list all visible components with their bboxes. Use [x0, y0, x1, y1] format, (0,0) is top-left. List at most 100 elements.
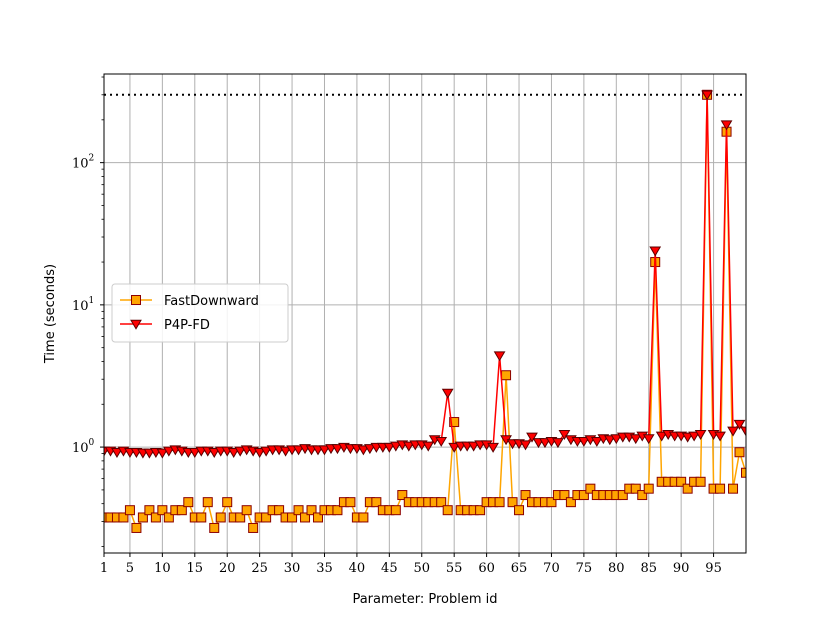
data-point-square	[449, 417, 460, 428]
x-tick-label: 70	[543, 561, 560, 576]
data-point-triangle	[655, 431, 668, 442]
legend-marker-square-icon	[131, 295, 141, 305]
grid	[103, 74, 746, 553]
data-point-triangle	[487, 442, 499, 453]
x-tick-label: 90	[673, 561, 690, 576]
data-point-triangle	[162, 446, 175, 457]
data-point-square	[734, 447, 745, 458]
data-point-triangle	[714, 431, 726, 442]
data-point-square	[261, 512, 272, 523]
x-tick-label: 65	[511, 561, 528, 576]
data-point-square	[332, 505, 343, 516]
data-point-triangle	[740, 426, 746, 437]
data-point-triangle	[694, 430, 707, 441]
data-point-square	[235, 512, 246, 523]
data-point-square	[157, 505, 168, 516]
plot-frame	[103, 73, 747, 554]
x-tick-label: 45	[381, 561, 398, 576]
data-point-square	[215, 512, 226, 523]
x-tick-label: 25	[251, 561, 268, 576]
data-point-square	[559, 490, 570, 501]
data-point-triangle	[208, 447, 221, 458]
x-tick-label: 35	[316, 561, 333, 576]
data-point-triangle	[364, 444, 376, 455]
x-tick-label: 1	[100, 561, 108, 576]
data-point-triangle	[260, 446, 272, 457]
data-point-triangle	[435, 436, 448, 447]
x-tick-label: 60	[478, 561, 495, 576]
data-point-triangle	[253, 447, 266, 458]
data-point-square	[397, 490, 408, 501]
data-point-triangle	[389, 441, 402, 452]
data-point-triangle	[590, 436, 603, 447]
data-point-square	[617, 490, 628, 501]
data-point-square	[585, 483, 596, 494]
data-point-triangle	[552, 438, 564, 449]
legend-entry-p4p-fd: P4P-FD	[120, 318, 210, 333]
data-point-square	[209, 522, 220, 533]
data-point-triangle	[156, 448, 169, 459]
legend: FastDownward P4P-FD	[111, 283, 289, 343]
data-point-triangle	[526, 432, 538, 443]
y-tick-label: 101	[72, 296, 94, 314]
data-point-square	[300, 512, 311, 523]
data-point-square	[202, 497, 213, 508]
series-line	[104, 94, 746, 454]
data-point-square	[578, 490, 589, 501]
data-point-triangle	[539, 438, 551, 449]
data-point-triangle	[402, 441, 415, 452]
x-tick-label: 20	[219, 561, 236, 576]
data-point-square	[695, 476, 706, 487]
data-point-square	[637, 490, 648, 501]
x-tick-label: 75	[576, 561, 593, 576]
data-point-square	[293, 505, 304, 516]
data-point-triangle	[720, 120, 733, 131]
data-point-square	[248, 522, 259, 533]
series-p4p-fd	[104, 90, 746, 459]
data-point-square	[514, 505, 525, 516]
data-point-triangle	[188, 447, 201, 458]
data-point-square	[390, 505, 401, 516]
y-axis-label: Time (seconds)	[43, 264, 58, 364]
data-point-triangle	[603, 435, 616, 446]
data-point-square	[274, 505, 285, 516]
data-point-triangle	[318, 445, 331, 456]
data-point-square	[183, 497, 194, 508]
data-point-triangle	[642, 434, 655, 445]
series-layer	[104, 89, 746, 533]
data-point-square	[176, 505, 187, 516]
series-fastdownward	[104, 89, 746, 533]
data-point-square	[494, 497, 505, 508]
legend-label-fastdownward: FastDownward	[164, 294, 259, 309]
data-point-square	[436, 497, 447, 508]
data-point-triangle	[519, 440, 532, 451]
data-point-triangle	[578, 436, 590, 447]
data-point-square	[313, 512, 323, 523]
data-point-square	[546, 497, 557, 508]
data-point-triangle	[234, 446, 247, 457]
data-point-square	[715, 483, 726, 494]
data-point-triangle	[493, 351, 506, 362]
x-axis-label: Parameter: Problem id	[352, 592, 497, 607]
data-point-square	[682, 483, 693, 494]
data-point-square	[630, 483, 641, 494]
x-tick-label: 55	[446, 561, 463, 576]
data-point-square	[124, 505, 135, 516]
data-point-triangle	[688, 431, 700, 442]
data-point-square	[144, 505, 155, 516]
data-point-triangle	[331, 444, 344, 455]
data-point-square	[287, 512, 298, 523]
data-point-square	[728, 483, 739, 494]
x-tick-labels: 1 5 10 15 20 25 30 35 40 45 50 55 60 65 70 75 80 85 90 95	[100, 561, 722, 576]
data-point-square	[118, 512, 129, 523]
data-point-triangle	[441, 388, 454, 399]
x-tick-label: 95	[705, 561, 722, 576]
data-point-triangle	[357, 445, 370, 456]
data-point-square	[131, 522, 142, 533]
data-point-square	[643, 483, 654, 494]
data-point-square	[741, 467, 746, 478]
data-point-square	[150, 512, 161, 523]
y-tick-label: 102	[72, 154, 94, 172]
axis-ticks	[100, 76, 715, 557]
